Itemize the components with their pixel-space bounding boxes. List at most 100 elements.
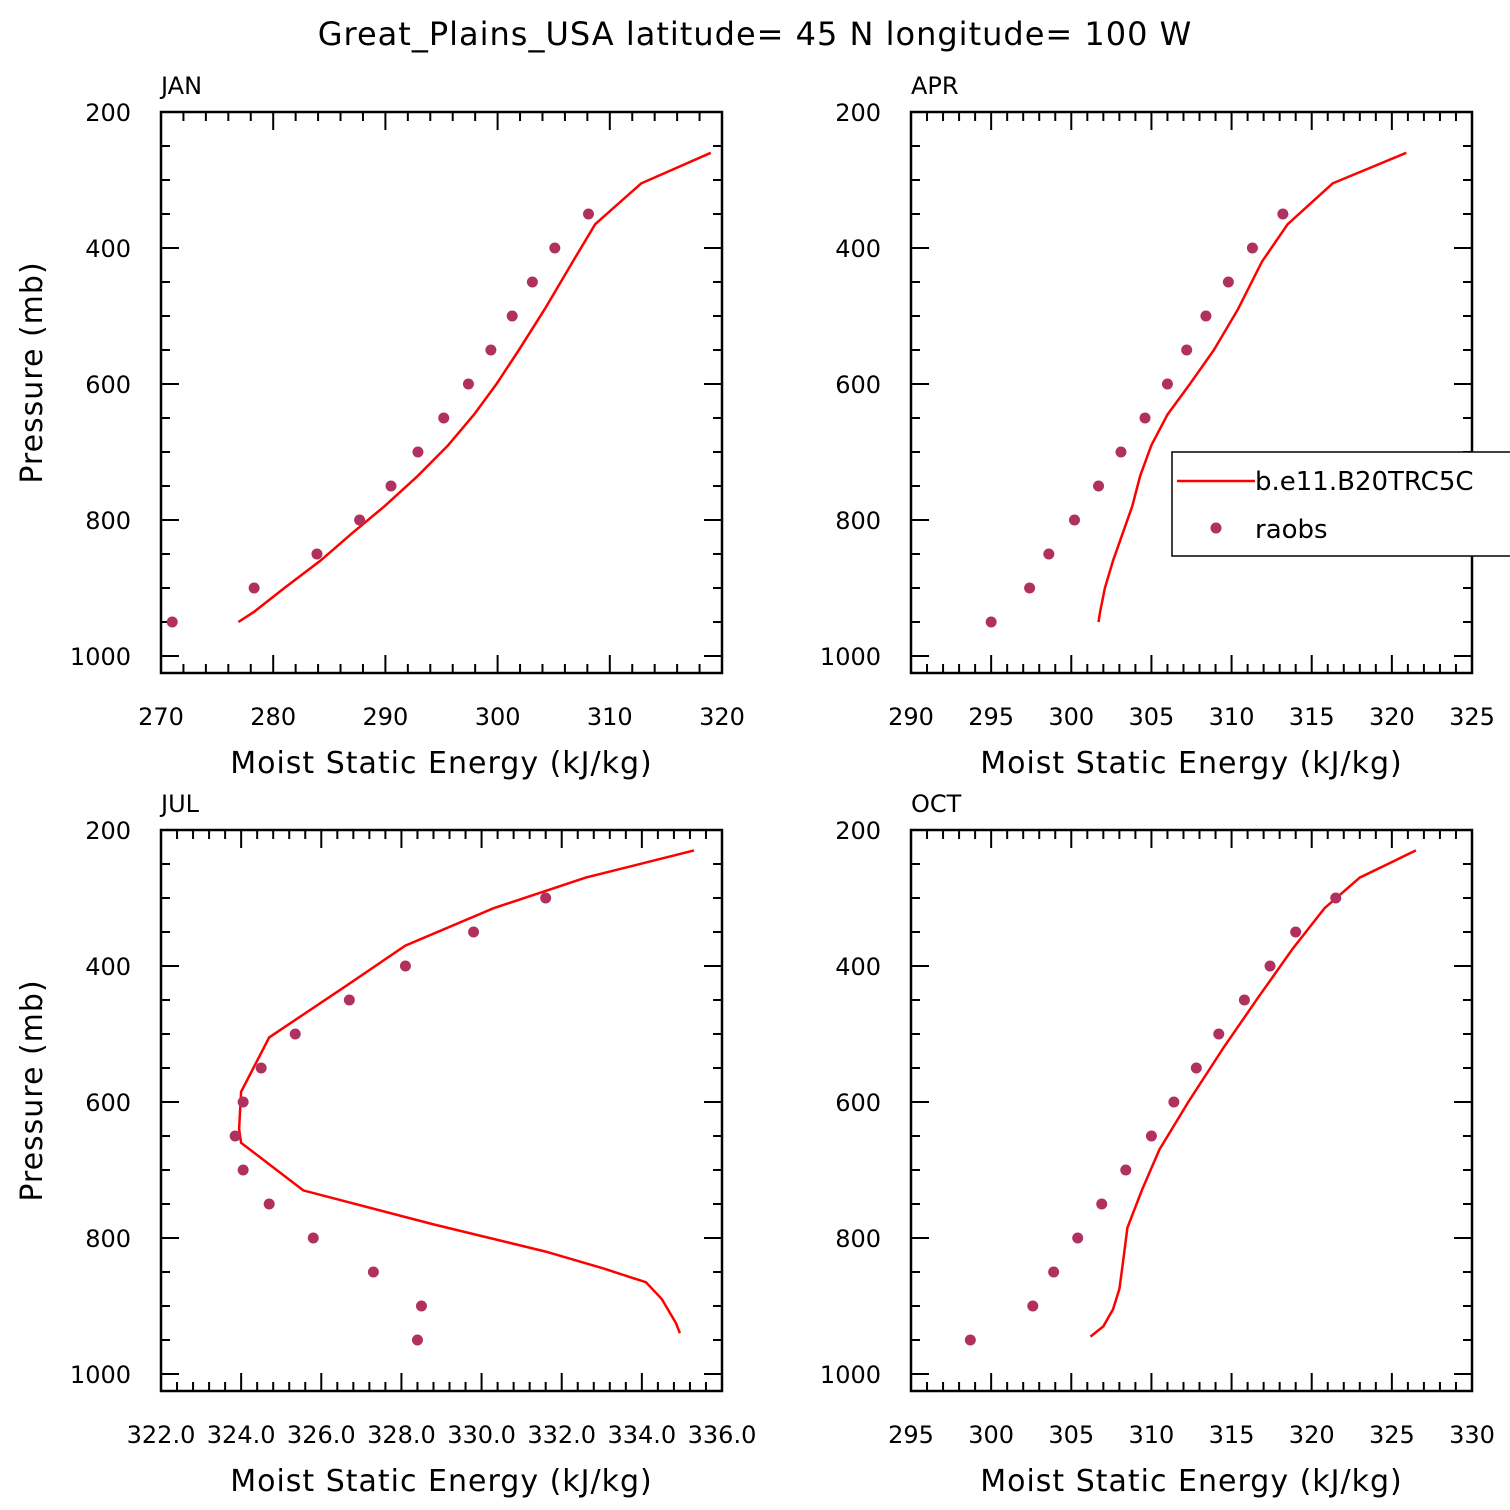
panel-label: OCT	[911, 790, 962, 818]
x-tick-label: 334.0	[607, 1421, 676, 1449]
y-tick-label: 200	[85, 817, 131, 845]
x-tick-label: 325	[1449, 703, 1495, 731]
data-point-raobs	[1246, 242, 1258, 254]
x-tick-label: 300	[1048, 703, 1094, 731]
y-tick-label: 600	[85, 371, 131, 399]
y-axis-label: Pressure (mb)	[15, 261, 50, 483]
x-tick-label: 305	[1129, 703, 1175, 731]
plot-frame	[909, 110, 1474, 675]
plot-frame	[159, 828, 724, 1393]
plot-frame	[159, 110, 724, 675]
data-point-raobs	[412, 446, 424, 458]
data-point-raobs	[1222, 276, 1234, 288]
x-tick-label: 270	[138, 703, 184, 731]
panel-label: APR	[911, 72, 959, 100]
data-point-raobs	[964, 1334, 976, 1346]
legend-entry-model: b.e11.B20TRC5C	[1255, 467, 1474, 497]
y-tick-label: 1000	[70, 643, 131, 671]
data-point-raobs	[1181, 344, 1193, 356]
legend: b.e11.B20TRC5C raobs	[1171, 451, 1510, 557]
x-tick-label: 295	[968, 703, 1014, 731]
y-tick-label: 1000	[820, 643, 881, 671]
x-tick-label: 305	[1048, 1421, 1094, 1449]
y-tick-label: 400	[835, 235, 881, 263]
data-point-raobs	[237, 1096, 249, 1108]
x-axis-label: Moist Static Energy (kJ/kg)	[230, 1464, 653, 1499]
x-tick-label: 320	[699, 703, 745, 731]
y-axis-label: Pressure (mb)	[15, 979, 50, 1201]
data-point-raobs	[985, 616, 997, 628]
x-tick-label: 310	[1129, 1421, 1175, 1449]
data-point-raobs	[1161, 378, 1173, 390]
data-point-raobs	[307, 1232, 319, 1244]
data-point-raobs	[1190, 1062, 1202, 1074]
data-point-raobs	[1043, 548, 1055, 560]
x-tick-label: 290	[362, 703, 408, 731]
data-point-raobs	[1145, 1130, 1157, 1142]
y-tick-label: 800	[85, 507, 131, 535]
y-tick-label: 400	[835, 953, 881, 981]
data-point-raobs	[1264, 960, 1276, 972]
figure-title: Great_Plains_USA latitude= 45 N longitud…	[318, 15, 1193, 53]
y-tick-label: 400	[85, 953, 131, 981]
x-tick-label: 310	[587, 703, 633, 731]
data-point-raobs	[1068, 514, 1080, 526]
series-line-model	[1097, 151, 1407, 623]
x-tick-label: 300	[475, 703, 521, 731]
data-point-raobs	[1213, 1028, 1225, 1040]
data-point-raobs	[1238, 994, 1250, 1006]
y-tick-label: 200	[835, 817, 881, 845]
plot-frame	[909, 828, 1474, 1393]
y-tick-label: 800	[835, 507, 881, 535]
x-tick-label: 322.0	[127, 1421, 196, 1449]
data-point-raobs	[438, 412, 450, 424]
x-tick-label: 330.0	[447, 1421, 516, 1449]
data-point-raobs	[289, 1028, 301, 1040]
x-tick-label: 326.0	[287, 1421, 356, 1449]
data-point-raobs	[582, 208, 594, 220]
data-point-raobs	[354, 514, 366, 526]
x-tick-label: 330	[1449, 1421, 1495, 1449]
data-point-raobs	[1027, 1300, 1039, 1312]
data-point-raobs	[1200, 310, 1212, 322]
data-point-raobs	[415, 1300, 427, 1312]
y-tick-label: 800	[835, 1225, 881, 1253]
y-tick-label: 400	[85, 235, 131, 263]
data-point-raobs	[1096, 1198, 1108, 1210]
x-tick-label: 324.0	[207, 1421, 276, 1449]
y-tick-label: 1000	[820, 1361, 881, 1389]
data-point-raobs	[385, 480, 397, 492]
data-point-raobs	[1290, 926, 1302, 938]
x-tick-label: 332.0	[527, 1421, 596, 1449]
x-tick-label: 290	[888, 703, 934, 731]
data-point-raobs	[343, 994, 355, 1006]
data-point-raobs	[468, 926, 480, 938]
data-point-raobs	[1024, 582, 1036, 594]
panel-jul: JUL 322.0 324.0 326.0 328.0 330.0 332.0 334.0 33…	[15, 790, 756, 1499]
data-point-raobs	[229, 1130, 241, 1142]
data-point-raobs	[237, 1164, 249, 1176]
series-line-model	[237, 849, 695, 1334]
x-tick-label: 336.0	[688, 1421, 757, 1449]
legend-entry-raobs: raobs	[1255, 515, 1328, 545]
data-point-raobs	[166, 616, 178, 628]
panel-label: JAN	[159, 72, 202, 100]
x-tick-label: 328.0	[367, 1421, 436, 1449]
panel-oct: OCT 295 300 305 310 315 320 325 330 200 400 600 800 1…	[820, 790, 1495, 1499]
data-point-raobs	[540, 892, 552, 904]
x-tick-label: 295	[888, 1421, 934, 1449]
data-point-raobs	[1139, 412, 1151, 424]
x-tick-label: 315	[1289, 703, 1335, 731]
x-tick-label: 320	[1369, 703, 1415, 731]
panels: JAN 270 280 290 300 310 320 200 400 600 800 1000 Moi…	[15, 72, 1510, 1499]
x-tick-label: 300	[968, 1421, 1014, 1449]
x-tick-label: 315	[1209, 1421, 1255, 1449]
data-point-raobs	[1115, 446, 1127, 458]
legend-marker-swatch	[1210, 522, 1222, 534]
data-point-raobs	[411, 1334, 423, 1346]
x-axis-label: Moist Static Energy (kJ/kg)	[980, 746, 1403, 781]
data-point-raobs	[1277, 208, 1289, 220]
x-tick-label: 280	[250, 703, 296, 731]
data-point-raobs	[1093, 480, 1105, 492]
